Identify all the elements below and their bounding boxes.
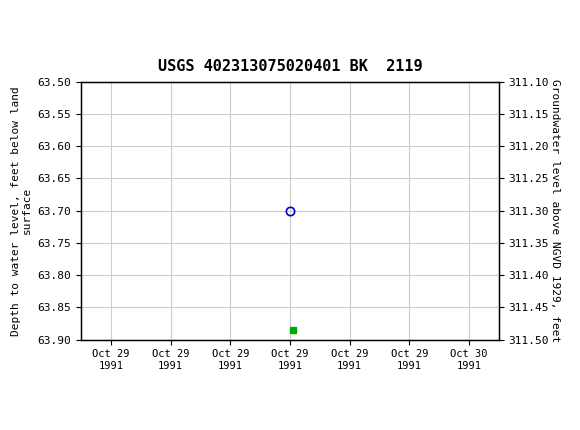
Y-axis label: Groundwater level above NGVD 1929, feet: Groundwater level above NGVD 1929, feet <box>550 79 560 342</box>
Text: ≡USGS: ≡USGS <box>9 10 63 28</box>
Y-axis label: Depth to water level, feet below land
surface: Depth to water level, feet below land su… <box>10 86 32 335</box>
Text: USGS 402313075020401 BK  2119: USGS 402313075020401 BK 2119 <box>158 59 422 74</box>
